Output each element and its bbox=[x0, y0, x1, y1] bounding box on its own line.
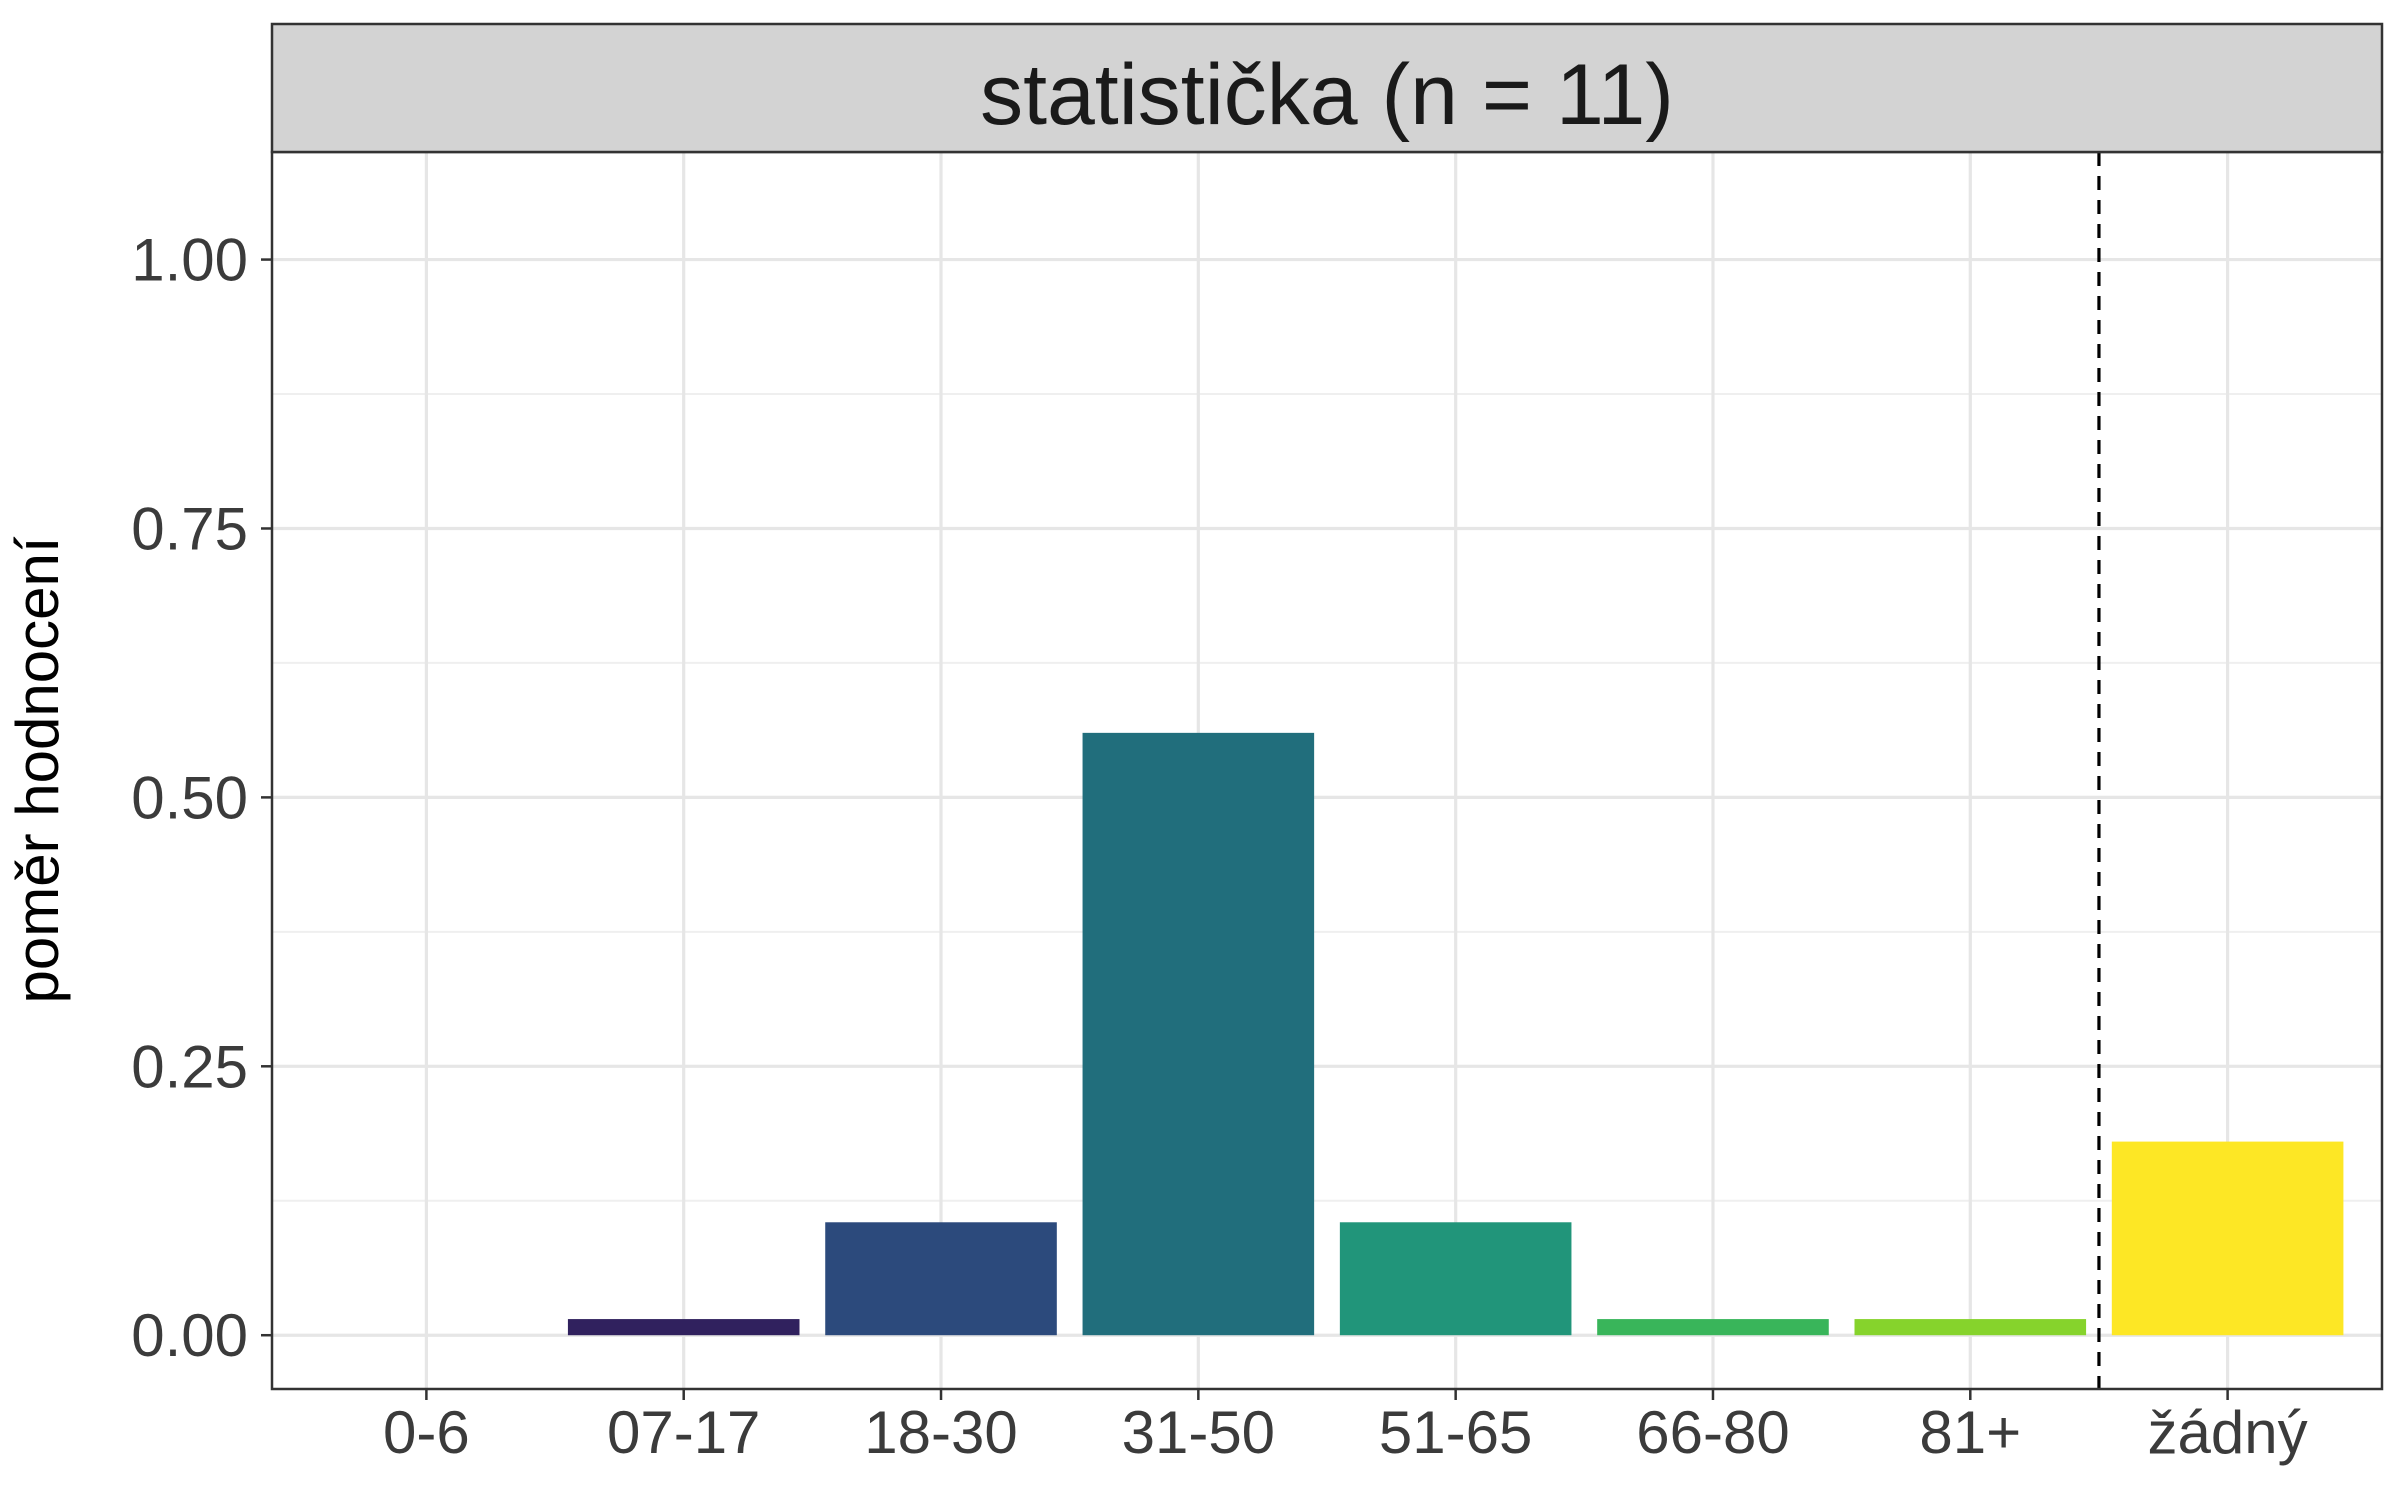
x-axis: 0-6 07-17 18-30 31-50 51-65 66-80 81+ žádný bbox=[383, 1389, 2308, 1466]
y-tick-label: 0.25 bbox=[131, 1033, 248, 1100]
bar-18-30 bbox=[825, 1222, 1057, 1336]
x-tick-label: 31-50 bbox=[1122, 1399, 1275, 1466]
x-tick-label: 18-30 bbox=[864, 1399, 1017, 1466]
x-tick-label: 0-6 bbox=[383, 1399, 470, 1466]
y-tick-label: 0.50 bbox=[131, 764, 248, 831]
bars bbox=[567, 732, 2344, 1336]
y-tick-label: 0.00 bbox=[131, 1302, 248, 1369]
bar-81+ bbox=[1854, 1319, 2087, 1336]
y-tick-label: 0.75 bbox=[131, 495, 248, 562]
facet-strip bbox=[270, 22, 2384, 154]
bar-31-50 bbox=[1082, 732, 1315, 1336]
x-tick-label: žádný bbox=[2148, 1399, 2308, 1466]
x-tick-label: 66-80 bbox=[1636, 1399, 1789, 1466]
x-tick-label: 51-65 bbox=[1379, 1399, 1532, 1466]
bar-66-80 bbox=[1597, 1319, 1829, 1336]
grid-lines bbox=[272, 152, 2382, 1389]
x-tick-label: 81+ bbox=[1919, 1399, 2021, 1466]
y-axis: 0.00 0.25 0.50 0.75 1.00 bbox=[131, 227, 272, 1369]
y-axis-title: poměr hodnocení bbox=[4, 536, 71, 1003]
x-tick-label: 07-17 bbox=[607, 1399, 760, 1466]
facet-strip-title: statistička (n = 11) bbox=[980, 47, 1674, 143]
panel-background bbox=[272, 152, 2382, 1389]
bar-07-17 bbox=[567, 1319, 800, 1336]
bar-51-65 bbox=[1339, 1222, 1572, 1336]
y-tick-label: 1.00 bbox=[131, 227, 248, 294]
bar-žádný bbox=[2111, 1141, 2344, 1336]
